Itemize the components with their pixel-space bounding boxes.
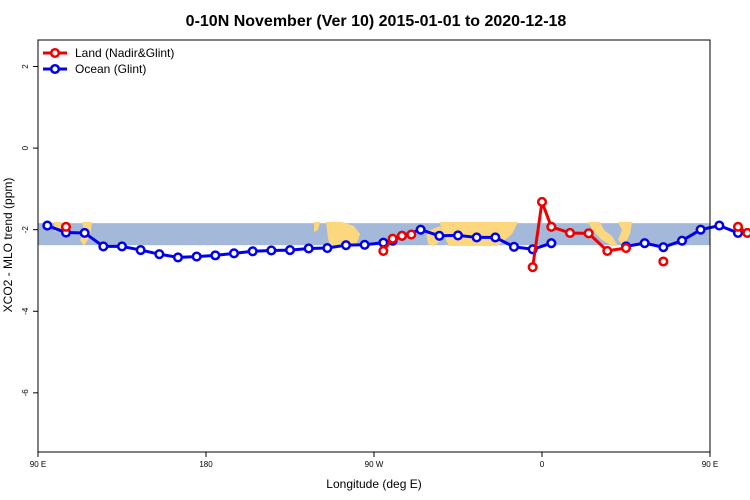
data-point-ocean [322,242,333,254]
x-tick-label: 180 [199,460,213,469]
y-tick-label: 0 [21,145,30,150]
data-point-land [658,256,669,267]
data-point-land [387,233,398,244]
data-point-land [602,245,613,256]
data-point-land [583,228,594,239]
data-point-ocean [135,245,146,256]
series-layer [42,196,750,273]
data-point-ocean [471,232,482,243]
data-point-land [406,229,417,240]
data-point-ocean [490,232,501,243]
y-tick-label: 2 [21,64,30,69]
data-point-land [732,221,744,232]
continent-central-america-shape [314,222,320,232]
latitude-band-map [38,222,710,246]
data-point-land [396,230,408,241]
y-tick-label: -6 [21,389,30,397]
data-point-ocean [359,239,370,250]
data-point-land [564,227,576,238]
y-tick-label: -2 [21,226,30,234]
x-tick-label: 90 E [30,460,46,469]
data-point-land [527,262,538,273]
data-point-ocean [154,249,165,260]
series-land [60,196,750,273]
data-point-ocean [639,238,650,249]
data-point-ocean [42,220,53,231]
legend-item-land: Land (Nadir&Glint) [43,46,174,60]
data-point-ocean [658,242,669,253]
legend: Land (Nadir&Glint) Ocean (Glint) [43,46,174,76]
data-point-ocean [172,252,184,263]
x-tick-label: 0 [540,460,545,469]
data-point-ocean [266,245,277,256]
data-point-ocean [210,250,221,261]
data-point-ocean [415,224,426,235]
legend-item-ocean: Ocean (Glint) [43,62,146,76]
y-tick-label: -4 [21,307,30,315]
y-axis-label: XCO2 - MLO trend (ppm) [1,178,15,313]
legend-land-label: Land (Nadir&Glint) [75,46,174,60]
data-point-ocean [676,235,688,246]
data-point-ocean [695,224,706,235]
data-point-ocean [508,241,520,252]
legend-ocean-marker [49,63,61,75]
legend-ocean-label: Ocean (Glint) [75,62,146,76]
data-point-ocean [247,246,258,257]
ocean-band [38,223,710,246]
continent-south-america-shape [326,222,360,246]
data-point-ocean [434,230,445,241]
x-axis-label: Longitude (deg E) [326,477,421,491]
data-point-land [60,221,72,232]
data-point-ocean [284,245,296,256]
data-point-land [378,245,389,256]
data-point-land [620,242,632,254]
data-point-ocean [116,241,128,252]
x-tick-label: 90 E [702,460,718,469]
legend-land-marker [49,47,61,59]
data-point-ocean [340,240,352,251]
y-axis: 2 0 -2 -4 -6 [21,64,38,397]
data-point-land [536,196,548,207]
data-point-ocean [79,227,90,238]
chart-title: 0-10N November (Ver 10) 2015-01-01 to 20… [186,13,567,30]
data-point-land [742,227,750,238]
data-point-ocean [546,238,557,249]
x-axis: 90 E 180 90 W 0 90 E [30,452,718,469]
x-tick-label: 90 W [365,460,384,469]
data-point-ocean [303,243,314,254]
data-point-ocean [452,230,464,241]
data-point-land [546,221,557,232]
continent-islands-shape [618,222,632,246]
data-point-ocean [191,251,202,262]
data-point-ocean [714,220,725,231]
data-point-ocean [98,241,109,252]
data-point-ocean [228,248,240,259]
continent-se-asia-shape [588,222,618,246]
